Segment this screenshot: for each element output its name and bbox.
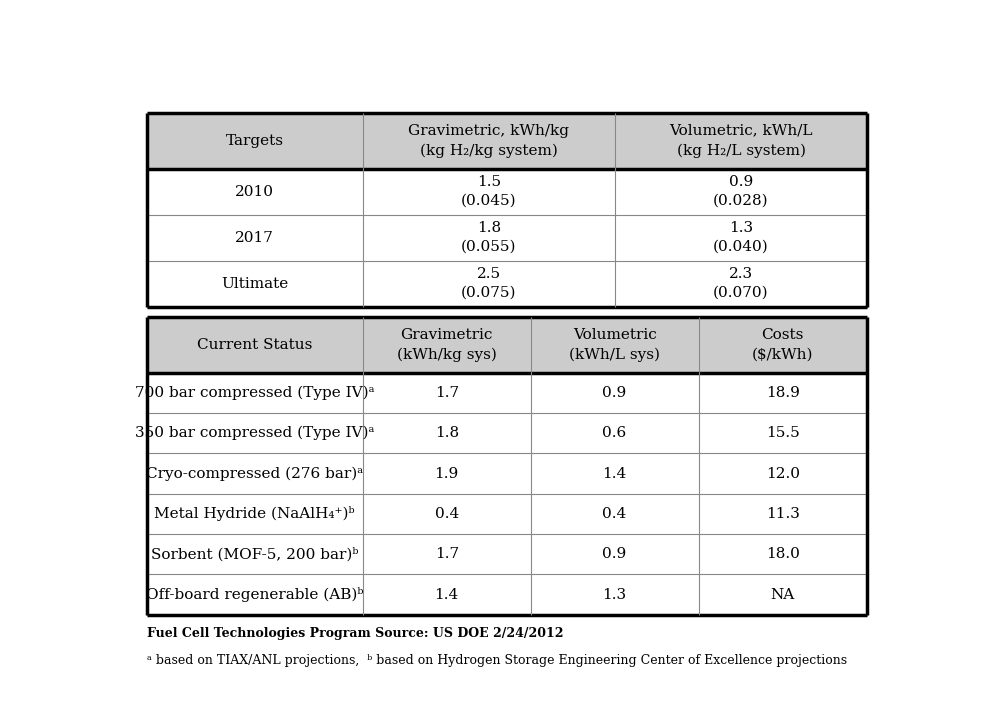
Text: 1.8
(0.055): 1.8 (0.055): [461, 221, 516, 254]
Text: 700 bar compressed (Type IV)ᵃ: 700 bar compressed (Type IV)ᵃ: [135, 386, 375, 400]
Text: 1.3: 1.3: [602, 587, 627, 601]
Text: 350 bar compressed (Type IV)ᵃ: 350 bar compressed (Type IV)ᵃ: [135, 426, 375, 440]
Text: 0.9: 0.9: [602, 386, 627, 400]
Text: 1.4: 1.4: [434, 587, 459, 601]
Text: Targets: Targets: [225, 134, 284, 148]
Text: ᵃ based on TIAX/ANL projections,  ᵇ based on Hydrogen Storage Engineering Center: ᵃ based on TIAX/ANL projections, ᵇ based…: [146, 654, 847, 667]
Text: NA: NA: [770, 587, 795, 601]
Text: Ultimate: Ultimate: [222, 277, 289, 290]
Text: Volumetric
(kWh/L sys): Volumetric (kWh/L sys): [569, 328, 660, 362]
Text: 1.9: 1.9: [434, 467, 459, 480]
Text: 15.5: 15.5: [765, 426, 800, 440]
Text: 0.4: 0.4: [434, 507, 459, 521]
Text: 2010: 2010: [235, 185, 274, 199]
Text: Costs
($/kWh): Costs ($/kWh): [752, 328, 814, 361]
Bar: [146, 317, 867, 373]
Text: 12.0: 12.0: [765, 467, 800, 480]
Text: 0.9
(0.028): 0.9 (0.028): [713, 175, 768, 207]
Text: 0.6: 0.6: [602, 426, 627, 440]
Text: Fuel Cell Technologies Program Source: US DOE 2/24/2012: Fuel Cell Technologies Program Source: U…: [146, 628, 563, 640]
Text: Sorbent (MOF-5, 200 bar)ᵇ: Sorbent (MOF-5, 200 bar)ᵇ: [151, 547, 358, 561]
Text: 18.0: 18.0: [765, 547, 800, 561]
Text: 1.5
(0.045): 1.5 (0.045): [461, 175, 516, 207]
Text: 0.4: 0.4: [602, 507, 627, 521]
Text: 2.3
(0.070): 2.3 (0.070): [713, 267, 768, 300]
Bar: [146, 113, 867, 169]
Text: Cryo-compressed (276 bar)ᵃ: Cryo-compressed (276 bar)ᵃ: [146, 467, 363, 480]
Text: 1.3
(0.040): 1.3 (0.040): [713, 221, 768, 254]
Text: Gravimetric, kWh/kg
(kg H₂/kg system): Gravimetric, kWh/kg (kg H₂/kg system): [408, 124, 570, 158]
Text: Gravimetric
(kWh/kg sys): Gravimetric (kWh/kg sys): [397, 328, 496, 362]
Text: 18.9: 18.9: [765, 386, 800, 400]
Text: 11.3: 11.3: [765, 507, 800, 521]
Text: 1.7: 1.7: [434, 386, 459, 400]
Text: Current Status: Current Status: [197, 338, 313, 352]
Text: 1.4: 1.4: [602, 467, 627, 480]
Text: 1.7: 1.7: [434, 547, 459, 561]
Text: 2.5
(0.075): 2.5 (0.075): [461, 267, 516, 300]
Text: Metal Hydride (NaAlH₄⁺)ᵇ: Metal Hydride (NaAlH₄⁺)ᵇ: [154, 507, 355, 521]
Text: Volumetric, kWh/L
(kg H₂/L system): Volumetric, kWh/L (kg H₂/L system): [670, 124, 813, 158]
Text: 2017: 2017: [235, 231, 274, 245]
Text: Off-board regenerable (AB)ᵇ: Off-board regenerable (AB)ᵇ: [146, 587, 363, 602]
Text: 1.8: 1.8: [434, 426, 459, 440]
Text: 0.9: 0.9: [602, 547, 627, 561]
